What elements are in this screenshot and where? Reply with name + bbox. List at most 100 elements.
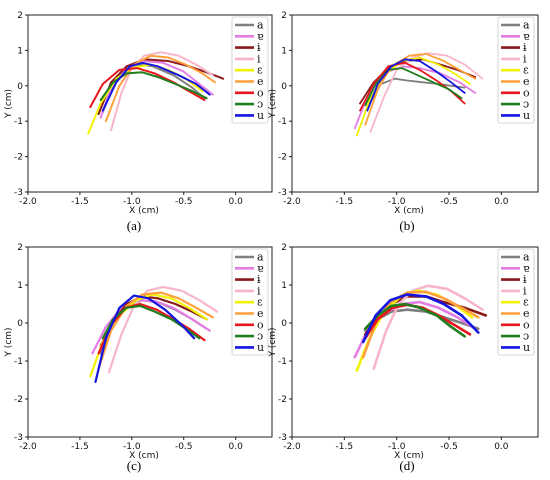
panel-caption: (b) (399, 218, 414, 233)
x-tick-label: 0.0 (228, 442, 243, 452)
series-line-ɔ (99, 71, 208, 101)
series-line-i (110, 51, 214, 132)
x-tick-label: -0.5 (175, 197, 193, 207)
panel-caption: (c) (127, 458, 141, 473)
legend-label: o (523, 86, 530, 99)
y-tick-label: -3 (278, 433, 287, 443)
legend-label: u (257, 109, 264, 122)
legend-label: ɛ (523, 296, 529, 309)
y-tick-label: 1 (17, 281, 23, 291)
y-tick-label: 2 (281, 11, 287, 21)
x-tick-label: -2.0 (283, 197, 301, 207)
series-line-ɨ (97, 58, 225, 116)
y-tick-label: 0 (281, 319, 287, 329)
y-tick-label: -3 (278, 188, 287, 198)
legend-label: i (523, 284, 527, 297)
legend-label: ɛ (257, 296, 263, 309)
x-axis-label: X (cm) (129, 451, 159, 461)
y-tick-label: 2 (281, 243, 287, 253)
series-line-e (104, 54, 216, 123)
legend-label: e (257, 75, 264, 88)
y-tick-label: -3 (14, 433, 23, 443)
x-tick-label: -1.5 (71, 197, 89, 207)
legend-label: ɔ (257, 98, 263, 111)
panel-caption: (a) (127, 218, 141, 233)
legend-label: e (523, 307, 530, 320)
legend-label: u (523, 109, 530, 122)
x-tick-label: -1.0 (123, 197, 141, 207)
plot-frame (27, 246, 273, 438)
x-axis-label: X (cm) (394, 206, 424, 216)
legend-label: e (523, 75, 530, 88)
legend-label: ɛ (523, 64, 529, 77)
legend-label: ɔ (523, 330, 529, 343)
plot-frame (291, 14, 539, 193)
series-line-ɔ (363, 302, 467, 338)
legend-label: a (257, 19, 264, 32)
series-line-u (361, 293, 480, 344)
x-tick-label: -1.0 (123, 442, 141, 452)
legend-label: i (523, 52, 527, 65)
chart-panel-b: -2.0 -1.5 -1.0 -0.5 0.0 -3 -2 -1 0 1 2 X (cm) Y (cm)… (268, 11, 539, 233)
x-tick-label: -1.5 (336, 197, 354, 207)
legend-label: e (257, 307, 264, 320)
legend-label: ɐ (257, 262, 264, 275)
legend-label: ɨ (523, 273, 527, 286)
x-tick-label: -2.0 (19, 442, 37, 452)
legend-label: ɨ (257, 41, 261, 54)
y-tick-label: -2 (14, 153, 23, 163)
legend-label: ɔ (523, 98, 529, 111)
y-tick-label: -1 (278, 357, 287, 367)
y-tick-label: -2 (278, 153, 287, 163)
x-axis-label: X (cm) (129, 206, 159, 216)
y-tick-label: -3 (14, 188, 23, 198)
series-line-ɐ (91, 299, 211, 355)
legend-label: i (257, 284, 261, 297)
x-tick-label: -1.0 (388, 197, 406, 207)
legend-label: ɔ (257, 330, 263, 343)
x-tick-label: -1.5 (71, 442, 89, 452)
series-line-i (107, 285, 219, 374)
x-tick-label: -2.0 (283, 442, 301, 452)
legend-label: u (523, 341, 530, 354)
y-tick-label: 0 (17, 82, 23, 92)
x-tick-label: 0.0 (494, 442, 509, 452)
chart-panel-c: -2.0 -1.5 -1.0 -0.5 0.0 -3 -2 -1 0 1 2 X (cm) Y (cm)… (4, 243, 273, 473)
plot-frame (291, 246, 539, 438)
y-axis-label: Y (cm) (268, 89, 278, 119)
y-tick-label: -1 (14, 117, 23, 127)
legend-label: a (257, 251, 264, 264)
series-line-ɔ (364, 67, 463, 107)
x-axis-label: X (cm) (394, 451, 424, 461)
y-tick-label: -2 (278, 395, 287, 405)
plot-frame (27, 14, 273, 193)
x-tick-label: 0.0 (228, 197, 243, 207)
y-tick-label: 0 (17, 319, 23, 329)
legend-label: ɨ (523, 41, 527, 54)
y-tick-label: -1 (278, 117, 287, 127)
y-tick-label: 2 (17, 243, 23, 253)
legend-label: ɨ (257, 273, 261, 286)
x-tick-label: -2.0 (19, 197, 37, 207)
y-axis-label: Y (cm) (268, 327, 278, 357)
series-line-a (366, 77, 466, 108)
legend-label: o (257, 318, 264, 331)
series-line-e (97, 291, 214, 370)
legend-label: ɐ (523, 262, 530, 275)
x-tick-label: -1.5 (336, 442, 354, 452)
x-tick-label: -0.5 (440, 442, 458, 452)
series-line-i (372, 284, 484, 370)
x-tick-label: 0.0 (494, 197, 509, 207)
y-tick-label: 0 (281, 82, 287, 92)
y-axis-label: Y (cm) (4, 327, 14, 357)
y-tick-label: -1 (14, 357, 23, 367)
legend-label: ɐ (257, 30, 264, 43)
x-tick-label: -0.5 (440, 197, 458, 207)
legend-label: a (523, 251, 530, 264)
legend-label: a (523, 19, 530, 32)
series-line-u (101, 61, 211, 112)
y-tick-label: 2 (17, 11, 23, 21)
series-line-e (364, 53, 477, 126)
legend-label: i (257, 52, 261, 65)
